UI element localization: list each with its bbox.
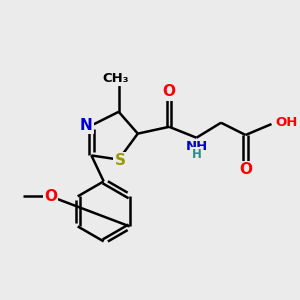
Text: CH₃: CH₃ bbox=[102, 72, 129, 85]
Text: O: O bbox=[239, 162, 252, 177]
Text: OH: OH bbox=[276, 116, 298, 129]
Text: H: H bbox=[192, 148, 202, 161]
Text: O: O bbox=[163, 84, 176, 99]
Text: NH: NH bbox=[186, 140, 208, 153]
Text: N: N bbox=[80, 118, 93, 133]
Text: O: O bbox=[44, 189, 57, 204]
Text: S: S bbox=[115, 153, 125, 168]
